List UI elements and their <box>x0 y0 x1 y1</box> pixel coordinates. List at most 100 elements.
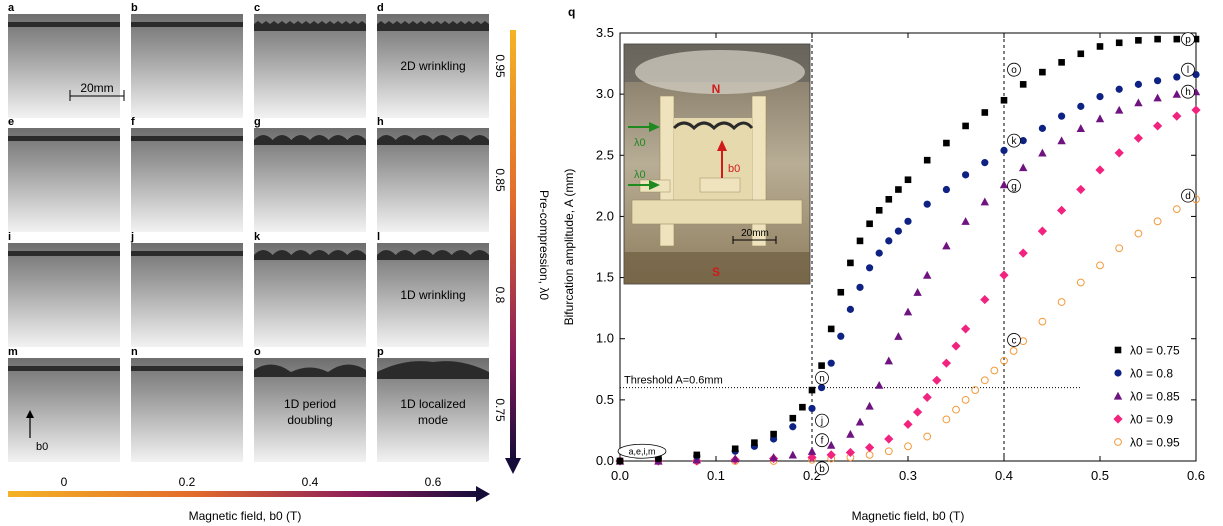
col-label: 0.4 <box>302 475 319 489</box>
data-point <box>1153 93 1162 102</box>
row-label: 0.95 <box>493 54 507 78</box>
data-point <box>846 305 855 313</box>
svg-text:k: k <box>1012 136 1018 147</box>
data-point <box>962 122 969 130</box>
y-tick-label: 3.5 <box>596 25 614 40</box>
data-point <box>943 139 950 147</box>
photo-panel-f: f <box>131 116 243 232</box>
photo-panel-j: j <box>130 231 243 347</box>
data-point <box>1058 112 1066 120</box>
photo-background <box>8 358 120 462</box>
data-point <box>865 442 875 453</box>
threshold-label: Threshold A=0.6mm <box>624 375 723 387</box>
data-point <box>1115 39 1123 47</box>
data-point <box>913 407 923 417</box>
inset-b0-arrow <box>717 140 727 178</box>
data-point <box>1133 133 1143 143</box>
legend-entry: λ0 = 0.85 <box>1113 390 1180 404</box>
data-point <box>884 356 893 365</box>
panel-letter: h <box>377 116 384 128</box>
y-tick-label: 0.0 <box>596 453 614 468</box>
legend-marker <box>1114 369 1122 377</box>
data-point <box>951 341 961 351</box>
data-point <box>1057 205 1067 215</box>
specimen-edge <box>131 366 243 371</box>
photo-panel-o: o 1D period doubling <box>254 346 366 462</box>
point-label: f <box>815 433 829 448</box>
data-point <box>827 325 835 333</box>
photo-panel-b: b <box>131 2 243 118</box>
data-point <box>962 171 970 179</box>
specimen-edge <box>8 366 120 371</box>
data-point <box>770 430 777 438</box>
data-point <box>1134 229 1143 238</box>
x-axis-label: Magnetic field, b0 (T) <box>852 509 965 523</box>
photo-background <box>254 128 366 232</box>
data-point <box>932 375 942 385</box>
data-point <box>1000 96 1008 104</box>
data-point <box>1095 114 1105 123</box>
data-point <box>1039 68 1046 76</box>
data-point <box>904 217 912 225</box>
b0-arrow-label: b0 <box>36 441 48 453</box>
col-label: 0.2 <box>179 475 196 489</box>
photo-background <box>131 243 243 347</box>
inset-photo: N S b0 λ0 λ0 20mm <box>623 43 811 285</box>
data-point <box>1095 165 1105 175</box>
data-point <box>1077 50 1085 58</box>
data-point <box>1192 35 1200 43</box>
data-point <box>693 451 701 459</box>
series-square <box>616 35 1200 465</box>
data-point <box>1115 105 1124 114</box>
photo-panel-m: m b0 <box>8 346 120 462</box>
point-label: o <box>1007 62 1021 77</box>
specimen-edge <box>8 251 120 256</box>
data-point <box>1038 317 1047 326</box>
col-label: 0.6 <box>425 475 442 489</box>
photo-panel-n: n <box>131 346 243 462</box>
data-point <box>894 227 903 235</box>
data-point <box>961 217 970 225</box>
precompression-arrow <box>505 30 521 474</box>
y-tick-label: 1.0 <box>596 331 614 346</box>
data-point <box>1134 98 1143 107</box>
panel-letter: n <box>131 346 138 358</box>
data-point <box>1135 37 1142 44</box>
panel-caption: 1D period <box>284 397 336 411</box>
specimen-edge <box>377 21 489 31</box>
data-point <box>923 432 932 441</box>
photo-background <box>377 243 489 347</box>
inset-b0-label: b0 <box>728 163 740 175</box>
data-point <box>913 288 922 296</box>
data-point <box>1076 184 1086 195</box>
data-point <box>788 450 797 459</box>
data-point <box>1077 102 1085 110</box>
data-point <box>1009 347 1018 355</box>
data-point <box>856 283 864 291</box>
data-point <box>1019 137 1027 145</box>
inset-south-label: S <box>712 265 720 279</box>
inset-lambda-label-bottom: λ0 <box>634 169 646 181</box>
scale-bar: 20mm <box>69 81 125 101</box>
data-point <box>1192 70 1200 79</box>
data-point <box>942 241 951 250</box>
left-x-axis-label: Magnetic field, b0 (T) <box>189 509 302 523</box>
inset-lambda-arrow-top <box>628 122 660 132</box>
data-point <box>1076 278 1085 287</box>
data-point <box>1000 146 1008 154</box>
panel-letter: a <box>8 2 15 14</box>
legend-label: λ0 = 0.95 <box>1130 436 1180 450</box>
y-tick-label: 3.0 <box>596 86 614 101</box>
panel-caption: 1D wrinkling <box>400 288 465 302</box>
chart-q: q Threshold A=0.6mm 0.0 0.1 0.2 0.3 0.4 0.5 0.… <box>562 5 1205 523</box>
specimen-edge <box>254 135 366 145</box>
specimen-edge <box>254 21 366 31</box>
y-axis-label: Bifurcation amplitude, A (mm) <box>562 169 576 326</box>
data-point <box>1191 105 1201 115</box>
data-point <box>1076 124 1085 132</box>
data-point <box>990 366 999 375</box>
data-point <box>1173 73 1181 81</box>
data-point <box>904 442 912 451</box>
photo-panel-a: a <box>8 2 120 118</box>
